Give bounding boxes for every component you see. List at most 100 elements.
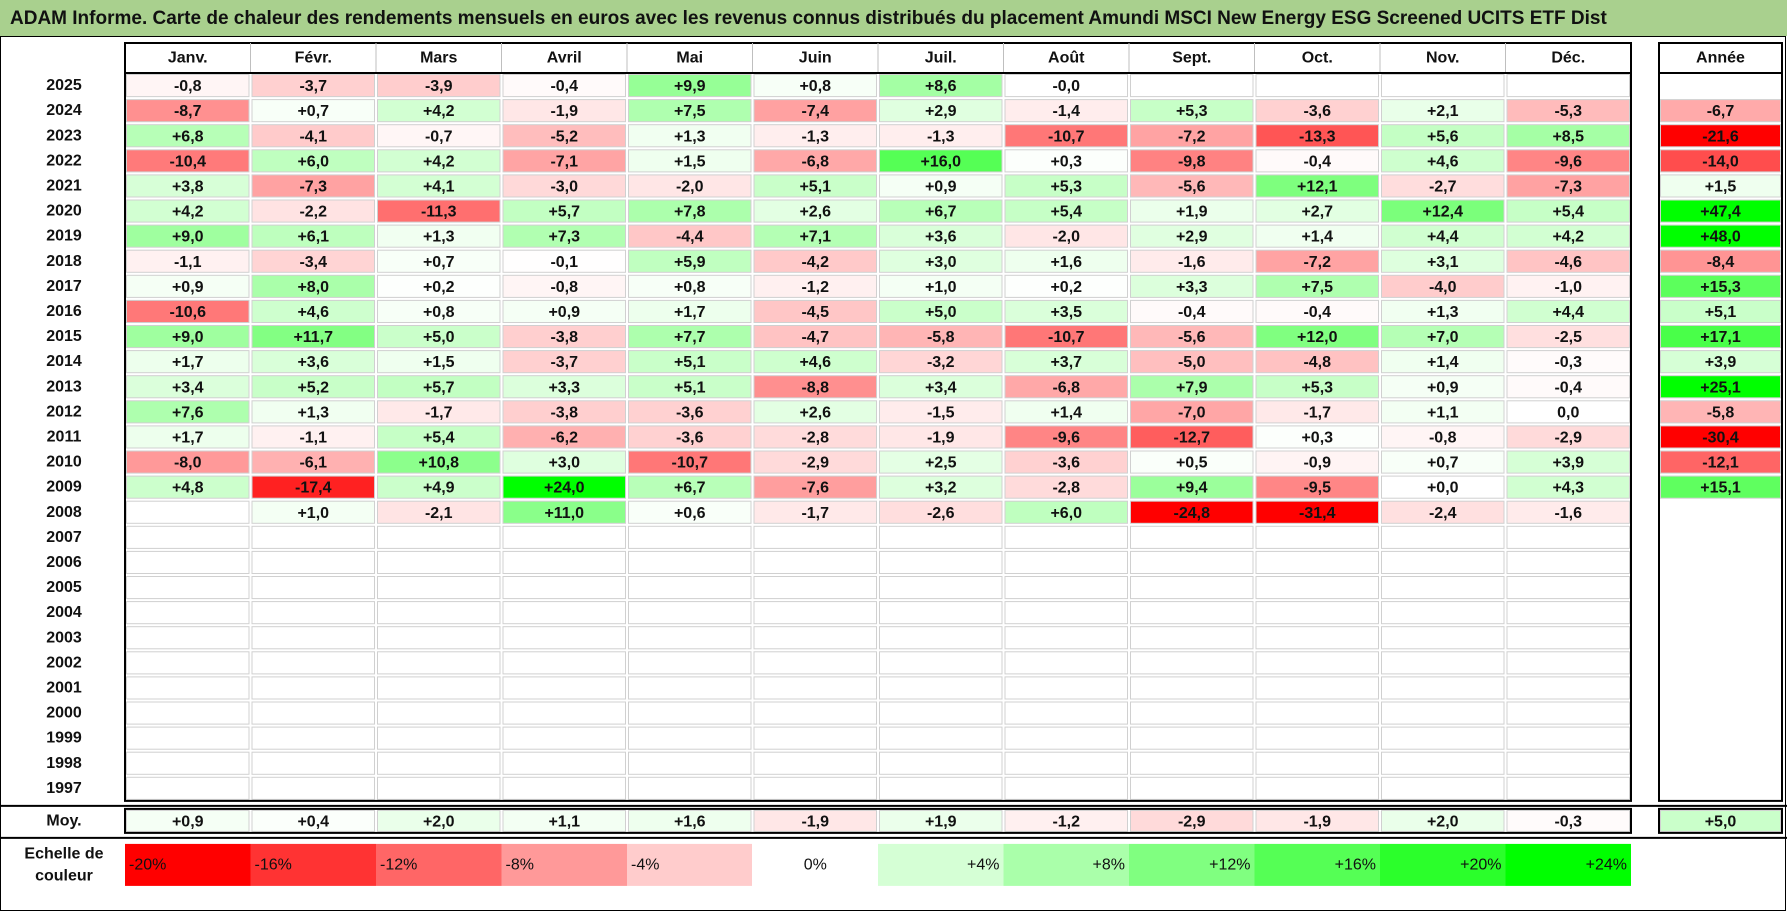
cell-value: +0,2: [423, 279, 455, 296]
year-label: 2017: [46, 278, 82, 295]
heatmap-cell: [126, 525, 250, 549]
average-cell: [126, 809, 250, 832]
heatmap-cell: [1381, 676, 1505, 700]
heatmap-cell: [126, 400, 250, 424]
cell-value: +1,7: [172, 429, 204, 446]
scale-swatch: [1003, 843, 1129, 886]
heatmap-cell: [1506, 174, 1630, 198]
heatmap-cell: [1506, 676, 1630, 700]
average-cell: [879, 809, 1003, 832]
annual-cell: [1660, 425, 1781, 449]
heatmap-cell: [1506, 475, 1630, 499]
heatmap-cell: [628, 74, 752, 98]
heatmap-cell: [126, 274, 250, 298]
cell-value: -17,4: [295, 480, 332, 497]
year-label: 2002: [46, 654, 82, 671]
heatmap-cell: [1004, 550, 1128, 575]
heatmap-cell: [126, 726, 250, 750]
heatmap-cell: [1004, 199, 1128, 223]
heatmap-cell: [1255, 274, 1379, 298]
heatmap-cell: [1130, 249, 1254, 273]
cell-value: -0,8: [174, 78, 202, 95]
heatmap-cell: [1506, 601, 1630, 625]
cell-value: +2,6: [799, 404, 831, 421]
heatmap-cell: [628, 576, 752, 600]
heatmap-cell: [628, 726, 752, 750]
heatmap-cell: [126, 626, 250, 650]
cell-value: -10,7: [1048, 329, 1085, 346]
cell-value: -2,8: [801, 429, 829, 446]
cell-value: +0,6: [674, 505, 706, 522]
heatmap-cell: [879, 74, 1003, 98]
heatmap-cell: [1130, 425, 1254, 449]
heatmap-cell: [1381, 375, 1505, 399]
heatmap-cell: [1381, 274, 1505, 298]
heatmap-cell: [1506, 74, 1630, 98]
heatmap-cell: [628, 99, 752, 123]
cell-value: +3,8: [172, 178, 204, 195]
cell-value: -9,6: [1052, 429, 1080, 446]
cell-value: +0,9: [548, 304, 580, 321]
heatmap-cell: [1004, 776, 1128, 800]
average-value: -2,9: [1178, 813, 1206, 830]
cell-value: -1,7: [425, 404, 453, 421]
cell-value: -3,4: [299, 254, 327, 271]
heatmap-cell: [377, 325, 501, 349]
heatmap-cell: [502, 701, 626, 725]
heatmap-cell: [1130, 124, 1254, 148]
heatmap-cell: [1255, 350, 1379, 374]
heatmap-cell: [502, 726, 626, 750]
cell-value: +3,3: [1176, 279, 1208, 296]
heatmap-cell: [879, 626, 1003, 650]
cell-value: -2,6: [927, 505, 955, 522]
scale-label-value: -12%: [380, 856, 417, 873]
heatmap-cell: [251, 224, 375, 248]
heatmap-cell: [1255, 400, 1379, 424]
heatmap-cell: [1381, 74, 1505, 98]
heatmap-cell: [1130, 701, 1254, 725]
chart-title: ADAM Informe. Carte de chaleur des rende…: [0, 0, 1787, 36]
annual-header-frame: [1658, 42, 1783, 74]
heatmap-cell: [251, 249, 375, 273]
cell-value: +5,7: [548, 204, 580, 221]
year-label: 2004: [46, 604, 82, 621]
cell-value: -13,3: [1299, 128, 1336, 145]
cell-value: -1,7: [1303, 404, 1331, 421]
cell-value: +1,6: [1050, 254, 1082, 271]
heatmap-cell: [1130, 174, 1254, 198]
heatmap-cell: [251, 149, 375, 173]
heatmap-cell: [1130, 99, 1254, 123]
heatmap-cell: [502, 249, 626, 273]
heatmap-cell: [126, 475, 250, 499]
heatmap-cell: [753, 350, 877, 374]
heatmap-cell: [126, 74, 250, 98]
heatmap-cell: [1004, 375, 1128, 399]
heatmap-cell: [628, 224, 752, 248]
heatmap-cell: [377, 274, 501, 298]
cell-value: -3,6: [676, 404, 704, 421]
heatmap-cell: [1255, 325, 1379, 349]
heatmap-cell: [377, 174, 501, 198]
cell-value: +2,9: [925, 103, 957, 120]
cell-value: +12,4: [1423, 204, 1464, 221]
average-cell: [1255, 809, 1379, 832]
heatmap-cell: [1506, 274, 1630, 298]
heatmap-cell: [1130, 450, 1254, 474]
cell-value: -4,5: [801, 304, 829, 321]
heatmap-cell: [126, 701, 250, 725]
cell-value: +1,4: [1427, 354, 1459, 371]
heatmap-cell: [377, 475, 501, 499]
average-value: -1,9: [1303, 813, 1331, 830]
cell-value: +5,7: [423, 379, 455, 396]
cell-value: +0,8: [423, 304, 455, 321]
cell-value: +3,1: [1427, 254, 1459, 271]
annual-cell: [1660, 475, 1781, 499]
heatmap-cell: [1381, 525, 1505, 549]
heatmap-cell: [1381, 149, 1505, 173]
cell-value: -6,1: [299, 455, 327, 472]
average-annual-value: +5,0: [1705, 813, 1737, 830]
heatmap-cell: [1381, 576, 1505, 600]
heatmap-cell: [502, 299, 626, 323]
cell-value: +4,3: [1552, 480, 1584, 497]
cell-value: -1,1: [299, 429, 327, 446]
